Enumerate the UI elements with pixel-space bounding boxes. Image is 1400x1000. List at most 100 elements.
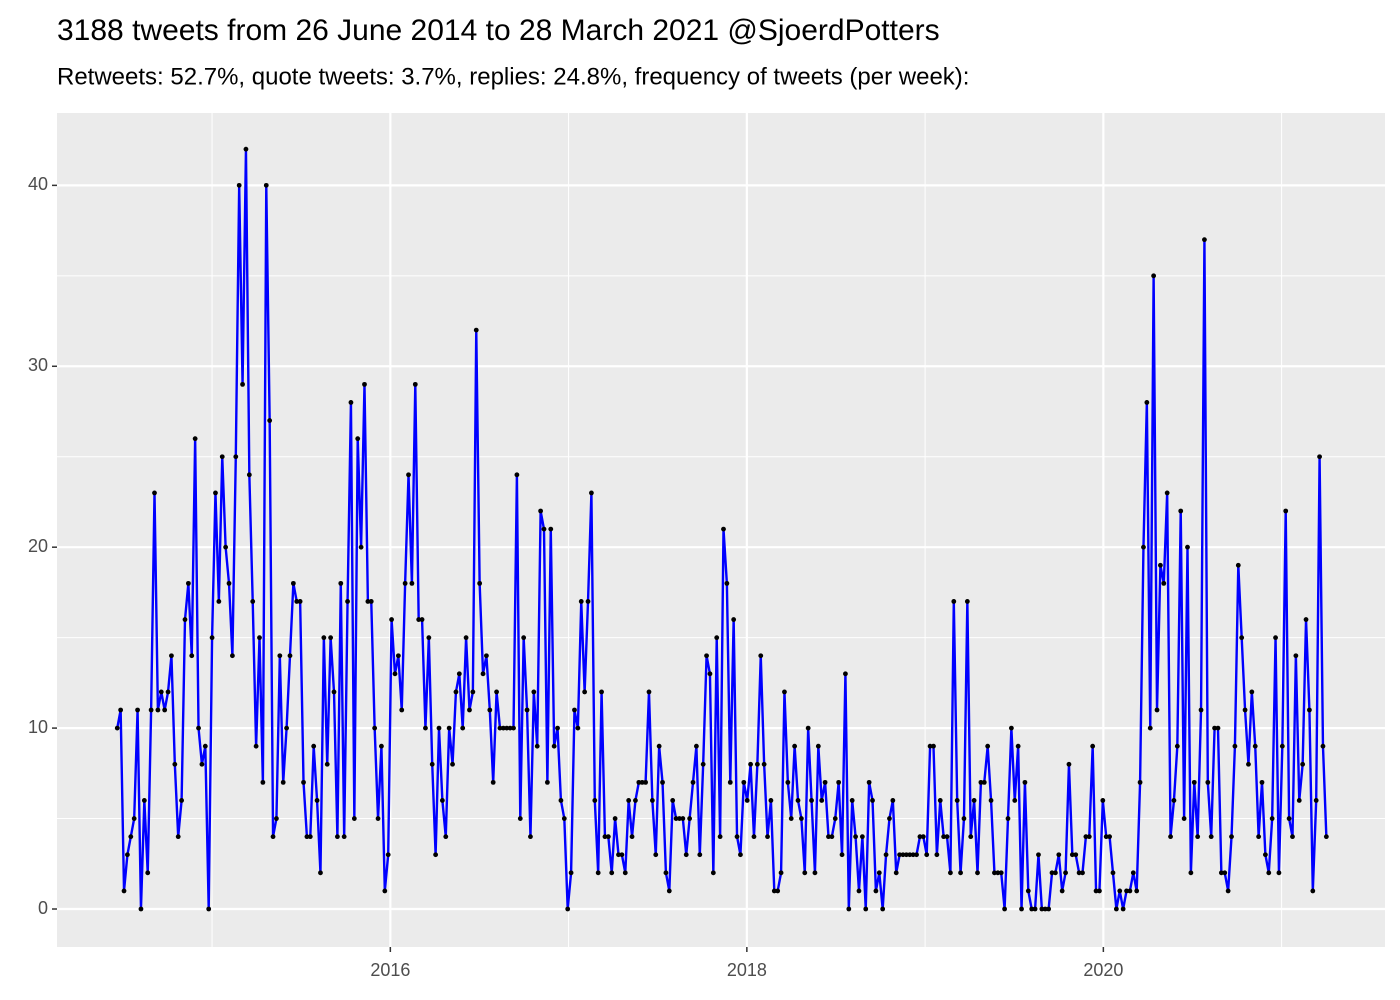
data-point [263,182,269,188]
data-point [270,834,276,840]
data-point [724,580,730,586]
data-point [815,743,821,749]
data-point [900,852,906,858]
data-point [660,779,665,785]
data-point [849,798,855,803]
data-point [1300,761,1306,767]
chart-title: 3188 tweets from 26 June 2014 to 28 Marc… [57,14,940,47]
data-point [524,707,530,713]
data-point [589,490,594,496]
data-point [697,852,703,858]
data-point [1276,870,1282,876]
data-point [924,852,930,858]
data-point [1286,816,1292,821]
data-point [145,870,151,876]
data-point [131,816,137,821]
data-point [639,779,645,785]
data-point [707,671,713,677]
data-point [1113,906,1119,912]
data-point [673,816,679,821]
data-point [473,327,479,333]
data-point [494,689,499,695]
data-point [1242,707,1248,713]
data-point [687,816,693,821]
data-point [1019,906,1024,912]
data-point [467,707,472,713]
data-point [1178,508,1184,514]
data-point [328,635,334,641]
data-point [148,707,154,713]
data-point [1032,906,1038,912]
data-point [812,870,818,876]
data-point [1266,870,1272,876]
data-point [653,852,659,858]
data-point [1141,544,1146,550]
data-point [633,798,638,803]
data-point [1144,400,1150,405]
data-point [917,834,923,840]
data-point [612,816,618,821]
data-point [602,834,608,840]
data-point [768,798,774,803]
data-point [880,906,886,912]
data-point [788,816,794,821]
data-point [663,870,669,876]
data-point [680,816,686,821]
data-point [744,798,750,803]
data-point [294,599,300,604]
data-point [460,725,466,731]
data-point [1059,888,1065,894]
data-point [544,779,550,785]
data-point [334,834,340,840]
data-point [765,834,770,840]
data-point [941,834,947,840]
data-point [961,816,967,821]
data-point [1174,743,1180,749]
data-point [592,798,598,803]
data-point [426,635,432,641]
data-point [839,852,845,858]
data-point [175,834,181,840]
data-point [971,798,977,803]
data-point [1147,725,1153,731]
data-point [436,725,442,731]
data-point [1154,707,1160,713]
data-point [931,743,936,749]
data-point [1083,834,1089,840]
data-point [1097,888,1102,894]
data-point [893,870,899,876]
x-tick-label: 2020 [1083,960,1123,980]
data-point [1259,779,1265,785]
data-point [419,617,425,622]
data-point [1246,761,1251,767]
data-point [1269,816,1275,821]
data-point [761,761,767,767]
data-point [622,870,628,876]
data-point [199,761,205,767]
data-point [964,599,970,604]
data-point [792,743,798,749]
data-point [1130,870,1136,876]
data-point [355,436,361,442]
data-point [379,743,384,749]
data-point [219,454,225,460]
data-point [856,888,862,894]
data-point [402,580,408,586]
data-point [443,834,449,840]
data-point [731,617,737,622]
data-point [507,725,513,731]
data-point [453,689,459,695]
data-point [920,834,926,840]
data-point [694,743,699,749]
data-point [1185,544,1190,550]
data-point [1262,852,1268,858]
data-point [629,834,635,840]
data-point [1127,888,1133,894]
data-point [1205,779,1211,785]
data-point [531,689,537,695]
data-point [1252,743,1258,749]
data-point [826,834,831,840]
data-point [883,852,889,858]
data-point [284,725,289,731]
